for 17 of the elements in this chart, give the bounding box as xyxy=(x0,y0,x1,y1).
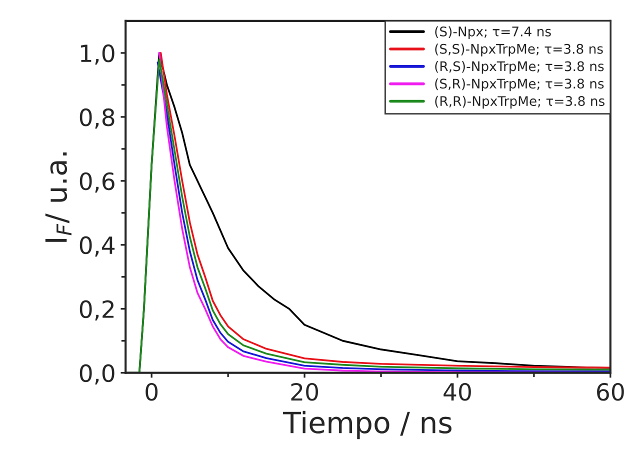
x-tick-label: 0 xyxy=(146,382,158,401)
y-axis-title: I$_{F}$/ u.a. xyxy=(45,152,72,242)
legend-label: (R,R)-NpxTrpMe; τ=3.8 ns xyxy=(435,96,604,109)
x-tick-label: 60 xyxy=(597,382,624,401)
y-tick-label: 0,8 xyxy=(80,108,114,129)
x-axis-title: Tiempo / ns xyxy=(283,410,452,440)
y-tick-label: 0,2 xyxy=(80,300,114,321)
legend-label: (S,S)-NpxTrpMe; τ=3.8 ns xyxy=(435,44,603,56)
y-tick-label: 0,0 xyxy=(80,364,114,385)
y-tick-label: 1,0 xyxy=(80,44,114,65)
legend-label: (S,R)-NpxTrpMe; τ=3.8 ns xyxy=(435,78,604,92)
x-tick-label: 40 xyxy=(444,382,471,401)
legend-label: (R,S)-NpxTrpMe; τ=3.8 ns xyxy=(435,61,604,74)
y-tick-label: 0,4 xyxy=(80,236,115,257)
legend-label: (S)-Npx; τ=7.4 ns xyxy=(435,26,551,40)
y-tick-label: 0,6 xyxy=(80,172,114,193)
x-tick-label: 20 xyxy=(291,382,318,401)
